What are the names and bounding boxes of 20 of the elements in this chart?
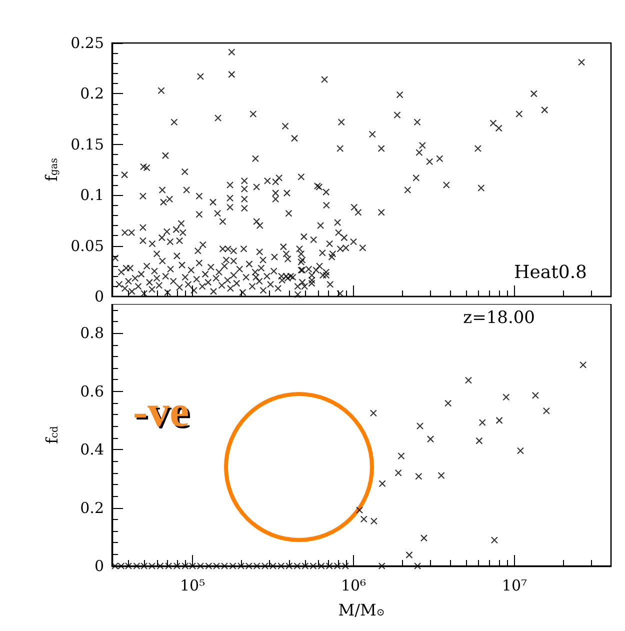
y-tick-label: 0.6 xyxy=(80,382,104,400)
y-tick-label: 0.2 xyxy=(80,84,104,103)
y-tick-label: 0 xyxy=(94,557,104,575)
x-tick-label: 10⁵ xyxy=(180,576,206,594)
y-tick-label: 0 xyxy=(94,288,104,306)
y-tick-label: 0.05 xyxy=(70,236,104,255)
y-axis-title: fgas xyxy=(42,158,62,182)
y-tick-label: 0.15 xyxy=(70,135,104,154)
x-tick-label: 10⁶ xyxy=(340,576,366,594)
y-tick-label: 0.2 xyxy=(80,498,104,517)
annotation: Heat0.8 xyxy=(514,262,587,283)
annotation: -ve xyxy=(133,386,190,437)
y-tick-label: 0.1 xyxy=(80,186,104,204)
x-tick-label: 10⁷ xyxy=(502,576,527,594)
y-axis-title: fcd xyxy=(42,425,62,444)
annotation: z=18.00 xyxy=(463,308,535,328)
y-tick-label: 0.4 xyxy=(80,440,104,459)
y-tick-label: 0.25 xyxy=(70,34,104,52)
x-axis-title: M/M⊙ xyxy=(338,600,385,620)
y-tick-label: 0.8 xyxy=(80,324,104,342)
